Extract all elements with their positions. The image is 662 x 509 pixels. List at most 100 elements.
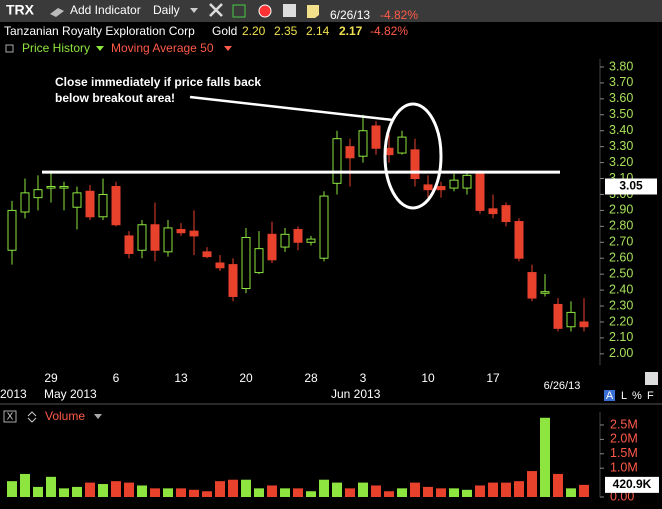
volume-bar [384,491,394,497]
chart-icon[interactable] [232,4,246,18]
candle-body [241,237,251,289]
toolbar [0,0,662,22]
legend-ma[interactable]: Moving Average 50 [111,41,214,55]
candle-body [436,186,446,191]
y-tick-label: 2.0M [610,432,638,446]
scale-button[interactable] [604,390,615,401]
legend-dropdown[interactable] [224,46,232,51]
legend-box[interactable] [5,44,14,53]
volume-bar [98,484,108,497]
candle-body [540,291,550,294]
volume-bar [202,491,212,497]
indicator-icon[interactable] [50,8,64,17]
close: 2.17 [339,24,363,38]
candle-body [228,264,238,297]
volume-title: Volume [45,409,85,423]
candle-body [579,321,589,328]
candle-body [20,192,30,213]
month-label: May 2013 [44,387,97,401]
volume-bar [293,488,303,497]
period[interactable]: Daily [153,3,180,17]
close-button[interactable]: X [7,412,14,423]
volume-bar [371,485,381,497]
legend-price[interactable]: Price History [22,41,90,55]
candle-body [553,303,563,329]
volume-dropdown[interactable] [94,414,102,419]
candle-body [7,209,17,251]
candle-body [137,224,147,251]
y-tick-label: 2.70 [609,235,633,249]
scale-l[interactable]: L [621,390,627,402]
volume-bar [137,485,147,497]
candle-body [215,262,225,269]
volume-bar [488,482,498,497]
x-tick-label: 17 [486,371,500,385]
volume-bar [163,488,173,497]
volume-bar [501,482,511,497]
candle-body [475,173,485,211]
draw-tool[interactable] [645,372,658,385]
scale-percent[interactable]: % [632,390,642,402]
y-tick-label: 2.10 [609,330,633,344]
calculator-icon[interactable] [283,4,296,17]
open: 2.20 [242,24,266,38]
candle-body [124,235,134,254]
x-tick-label: 29 [44,371,58,385]
volume-bar [410,482,420,497]
volume-bar [358,482,368,497]
candle-body [293,229,303,243]
scale-f[interactable]: F [647,390,654,402]
y-tick-label: 3.50 [609,107,633,121]
scale-a[interactable]: A [606,390,614,402]
legend-dropdown[interactable] [96,46,104,51]
candle-body [358,130,368,157]
volume-bar [215,481,225,497]
volume-bar [228,479,238,497]
cursor-label: 3.05 [619,179,643,193]
volume-bar [514,481,524,497]
y-tick-label: 2.80 [609,219,633,233]
candle-body [410,149,420,180]
candle-body [267,233,277,261]
close-box[interactable] [3,410,17,423]
volume-bar [59,488,69,497]
candle-body [72,192,82,208]
x-tick-label: 13 [174,371,188,385]
volume-bar [189,489,199,497]
candle-body [202,251,212,258]
sector: Gold [212,24,237,38]
candle-body [306,238,316,243]
x-tick-label: 3 [360,371,367,385]
volume-bar [33,486,43,497]
candle-body [566,311,576,328]
candle-body [527,272,537,299]
y-tick-label: 3.60 [609,91,633,105]
low: 2.14 [306,24,330,38]
company-name: Tanzanian Royalty Exploration Corp [4,24,195,38]
volume-bar [449,488,459,497]
volume-bar [111,481,121,497]
volume-bar [332,482,342,497]
candle-body [462,174,472,189]
move-icon[interactable] [27,411,37,423]
annotation-arrow [189,95,394,122]
y-tick-label: 2.90 [609,203,633,217]
annotation-text: Close immediately if price falls back [55,75,261,89]
symbol[interactable]: TRX [6,2,35,18]
alarm-icon[interactable] [258,4,272,18]
volume-bar [579,484,589,497]
candle-body [59,186,69,189]
y-tick-label: 2.60 [609,251,633,265]
candle-body [150,224,160,251]
candle-body [85,190,95,218]
candle-body [488,208,498,215]
x-tick-label: 6 [113,371,120,385]
period-dropdown[interactable] [190,8,198,13]
volume-bar [267,485,277,497]
last-date: 6/26/13 [544,380,581,392]
note-icon[interactable] [307,5,319,18]
tools-icon[interactable] [209,3,223,17]
add-indicator[interactable]: Add Indicator [70,3,141,17]
